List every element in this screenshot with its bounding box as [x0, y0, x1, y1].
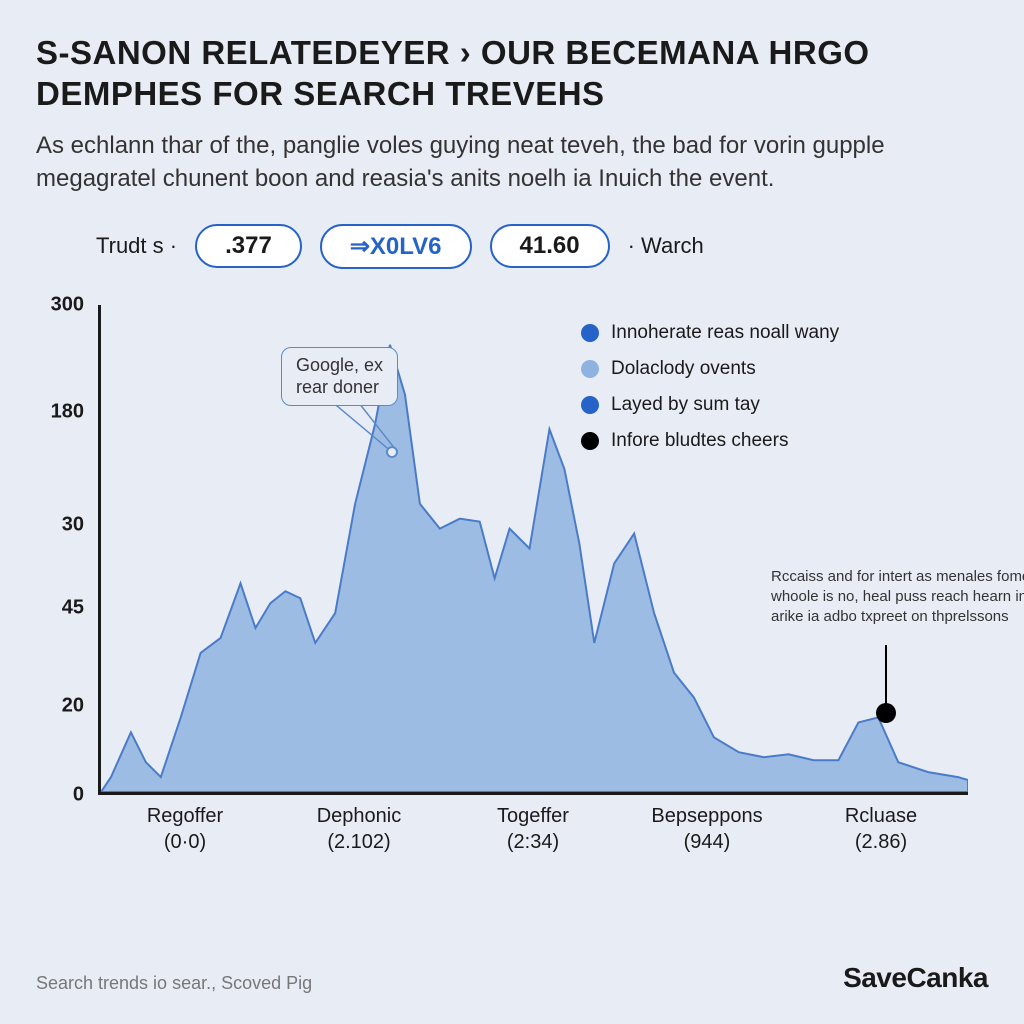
legend-label: Infore bludtes cheers — [611, 423, 788, 459]
footer-brand: SaveCanka — [843, 962, 988, 994]
legend-item: Infore bludtes cheers — [581, 423, 839, 459]
annotation-line — [885, 645, 887, 705]
y-tick-label: 300 — [51, 293, 84, 316]
y-tick-label: 0 — [73, 783, 84, 806]
pill-row: Trudt s · .377 ⇒X0LV6 41.60 · Warch — [36, 224, 988, 269]
x-tick-label: Dephonic(2.102) — [272, 803, 446, 855]
pill-value-1[interactable]: .377 — [195, 224, 302, 268]
legend-item: Layed by sum tay — [581, 387, 839, 423]
x-axis: Regoffer(0·0)Dephonic(2.102)Togeffer(2:3… — [98, 803, 968, 855]
legend-label: Dolaclody ovents — [611, 351, 756, 387]
x-tick-label: Regoffer(0·0) — [98, 803, 272, 855]
chart: 3001803045200 Google, exrear doner Innoh… — [36, 305, 976, 875]
footer: Search trends io sear., Scoved Pig SaveC… — [36, 962, 988, 994]
pill-value-2[interactable]: ⇒X0LV6 — [320, 224, 472, 269]
y-axis: 3001803045200 — [36, 305, 92, 795]
page-subtitle: As echlann thar of the, panglie voles gu… — [36, 129, 916, 196]
legend-item: Innoherate reas noall wany — [581, 315, 839, 351]
annotation-text: Rccaiss and for intert as menales fome w… — [771, 567, 1024, 628]
legend-dot-icon — [581, 396, 599, 414]
pill-label-right: · Warch — [628, 233, 704, 259]
callout-box: Google, exrear doner — [281, 347, 398, 406]
y-tick-label: 180 — [51, 401, 84, 424]
plot-area: Google, exrear doner Innoherate reas noa… — [98, 305, 968, 795]
y-tick-label: 20 — [62, 695, 84, 718]
y-tick-label: 30 — [62, 514, 84, 537]
x-tick-label: Rcluase(2.86) — [794, 803, 968, 855]
legend-dot-icon — [581, 432, 599, 450]
legend-dot-icon — [581, 324, 599, 342]
footer-source: Search trends io sear., Scoved Pig — [36, 973, 312, 994]
callout-marker — [387, 447, 397, 457]
x-tick-label: Bepseppons(944) — [620, 803, 794, 855]
x-tick-label: Togeffer(2:34) — [446, 803, 620, 855]
legend-dot-icon — [581, 360, 599, 378]
annotation-dot-icon — [876, 703, 896, 723]
legend-item: Dolaclody ovents — [581, 351, 839, 387]
pill-value-3[interactable]: 41.60 — [490, 224, 610, 268]
pill-label-left: Trudt s · — [96, 233, 177, 259]
y-tick-label: 45 — [62, 597, 84, 620]
legend-label: Innoherate reas noall wany — [611, 315, 839, 351]
legend: Innoherate reas noall wanyDolaclody oven… — [581, 315, 839, 459]
legend-label: Layed by sum tay — [611, 387, 760, 423]
page-title: S-SANON RELATEDEYER › OUR BECEMANA HRGO … — [36, 32, 988, 115]
